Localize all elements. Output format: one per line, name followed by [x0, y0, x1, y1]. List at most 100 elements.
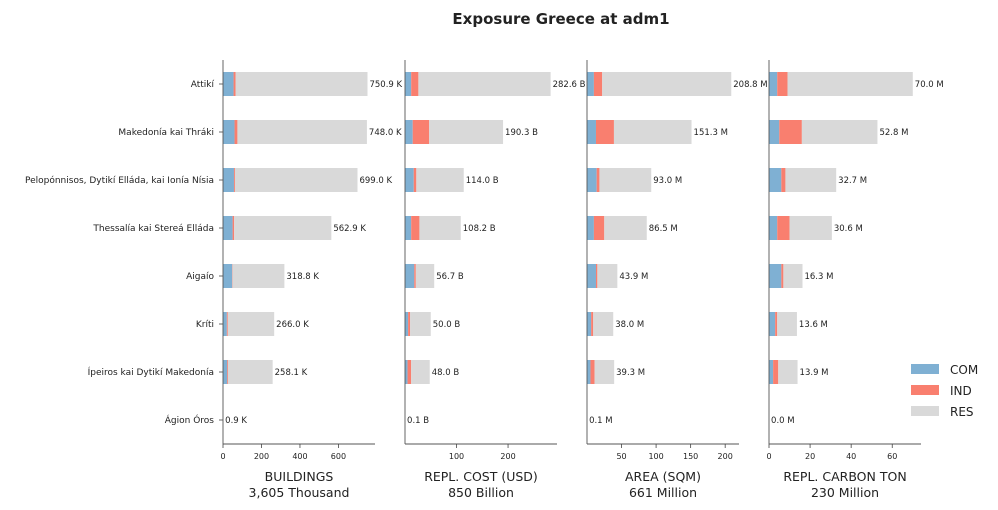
- value-label: 52.8 M: [879, 128, 908, 138]
- bar-com: [405, 360, 408, 384]
- category-label: Aigaío: [186, 272, 214, 282]
- value-label: 30.6 M: [834, 224, 863, 234]
- x-tick-label: 0: [766, 452, 771, 461]
- bar-res: [415, 264, 435, 288]
- bar-res: [593, 312, 614, 336]
- value-label: 43.9 M: [619, 272, 648, 282]
- value-label: 0.9 K: [225, 416, 247, 426]
- x-axis-label: AREA (SQM): [625, 469, 701, 484]
- bar-com: [587, 264, 596, 288]
- value-label: 50.0 B: [433, 320, 461, 330]
- bar-ind: [779, 120, 802, 144]
- bar-res: [604, 216, 647, 240]
- value-label: 86.5 M: [649, 224, 678, 234]
- bar-com: [405, 216, 412, 240]
- bar-com: [769, 120, 780, 144]
- bar-res: [599, 168, 652, 192]
- bar-ind: [414, 264, 416, 288]
- value-label: 70.0 M: [915, 80, 944, 90]
- bar-res: [777, 312, 797, 336]
- x-axis-label: BUILDINGS: [265, 469, 334, 484]
- category-label: Thessalía kai Stereá Elláda: [92, 224, 214, 234]
- bar-ind: [591, 312, 594, 336]
- panels: 750.9 K 748.0 K 699.0 K 562.9 K 318.8 K 266.0…: [220, 60, 944, 500]
- bar-ind: [412, 120, 430, 144]
- category-label: Makedonía kai Thráki: [118, 128, 214, 138]
- bar-ind: [593, 216, 605, 240]
- bar-res: [783, 264, 803, 288]
- bar-ind: [595, 264, 598, 288]
- bar-ind: [413, 168, 417, 192]
- category-labels: Attikí Makedonía kai Thráki Pelopónnisos, …: [25, 80, 223, 426]
- bar-res: [419, 216, 461, 240]
- category-label: Kríti: [196, 320, 214, 330]
- bar-ind: [234, 120, 238, 144]
- bar-res: [418, 72, 551, 96]
- bar-ind: [226, 312, 228, 336]
- value-label: 93.0 M: [653, 176, 682, 186]
- bar-res: [237, 120, 367, 144]
- x-axis-label: REPL. CARBON TON: [783, 469, 906, 484]
- value-label: 16.3 M: [804, 272, 833, 282]
- bar-ind: [408, 312, 411, 336]
- bar-com: [223, 312, 227, 336]
- bar-ind: [411, 72, 419, 96]
- bar-com: [223, 72, 234, 96]
- bar-ind: [777, 216, 790, 240]
- bar-res: [234, 168, 358, 192]
- bar-com: [405, 312, 409, 336]
- bar-res: [410, 312, 431, 336]
- bar-ind: [595, 120, 614, 144]
- bar-res: [787, 72, 913, 96]
- bar-ind: [233, 168, 235, 192]
- bar-com: [223, 360, 228, 384]
- value-label: 108.2 B: [463, 224, 496, 234]
- bar-ind: [781, 168, 786, 192]
- bar-ind: [233, 72, 236, 96]
- legend-swatch-com: [911, 364, 939, 374]
- bar-res: [429, 120, 504, 144]
- bar-com: [223, 120, 235, 144]
- bar-res: [597, 264, 618, 288]
- x-tick-label: 200: [500, 452, 515, 461]
- x-tick-label: 100: [449, 452, 464, 461]
- legend-swatch-res: [911, 406, 939, 416]
- bar-ind: [773, 360, 779, 384]
- category-label: Ípeiros kai Dytikí Makedonía: [88, 366, 214, 378]
- bar-res: [411, 360, 430, 384]
- bar-com: [769, 360, 774, 384]
- bar-com: [405, 120, 413, 144]
- x-tick-label: 200: [718, 452, 733, 461]
- value-label: 32.7 M: [838, 176, 867, 186]
- bar-res: [594, 360, 615, 384]
- bar-ind: [781, 264, 784, 288]
- panel: 70.0 M 52.8 M 32.7 M 30.6 M 16.3 M 13.6 M 13.9…: [766, 60, 944, 500]
- bar-ind: [590, 360, 595, 384]
- bar-com: [587, 120, 596, 144]
- bar-ind: [227, 360, 229, 384]
- chart-title: Exposure Greece at adm1: [452, 10, 669, 28]
- value-label: 699.0 K: [359, 176, 392, 186]
- x-tick-label: 20: [805, 452, 815, 461]
- bar-res: [801, 120, 878, 144]
- value-label: 0.1 M: [589, 416, 613, 426]
- value-label: 151.3 M: [694, 128, 728, 138]
- value-label: 748.0 K: [369, 128, 402, 138]
- bar-com: [223, 264, 233, 288]
- bar-ind: [407, 360, 412, 384]
- x-tick-label: 40: [846, 452, 856, 461]
- bar-res: [416, 168, 464, 192]
- bar-res: [602, 72, 732, 96]
- value-label: 39.3 M: [616, 368, 645, 378]
- bar-ind: [777, 72, 788, 96]
- bar-ind: [411, 216, 420, 240]
- value-label: 56.7 B: [436, 272, 464, 282]
- legend-label-res: RES: [950, 405, 974, 419]
- bar-com: [769, 312, 776, 336]
- x-axis-label: REPL. COST (USD): [424, 469, 538, 484]
- bar-ind: [775, 312, 778, 336]
- bar-ind: [232, 216, 235, 240]
- x-tick-label: 150: [683, 452, 698, 461]
- panel: 750.9 K 748.0 K 699.0 K 562.9 K 318.8 K 266.0…: [220, 60, 403, 500]
